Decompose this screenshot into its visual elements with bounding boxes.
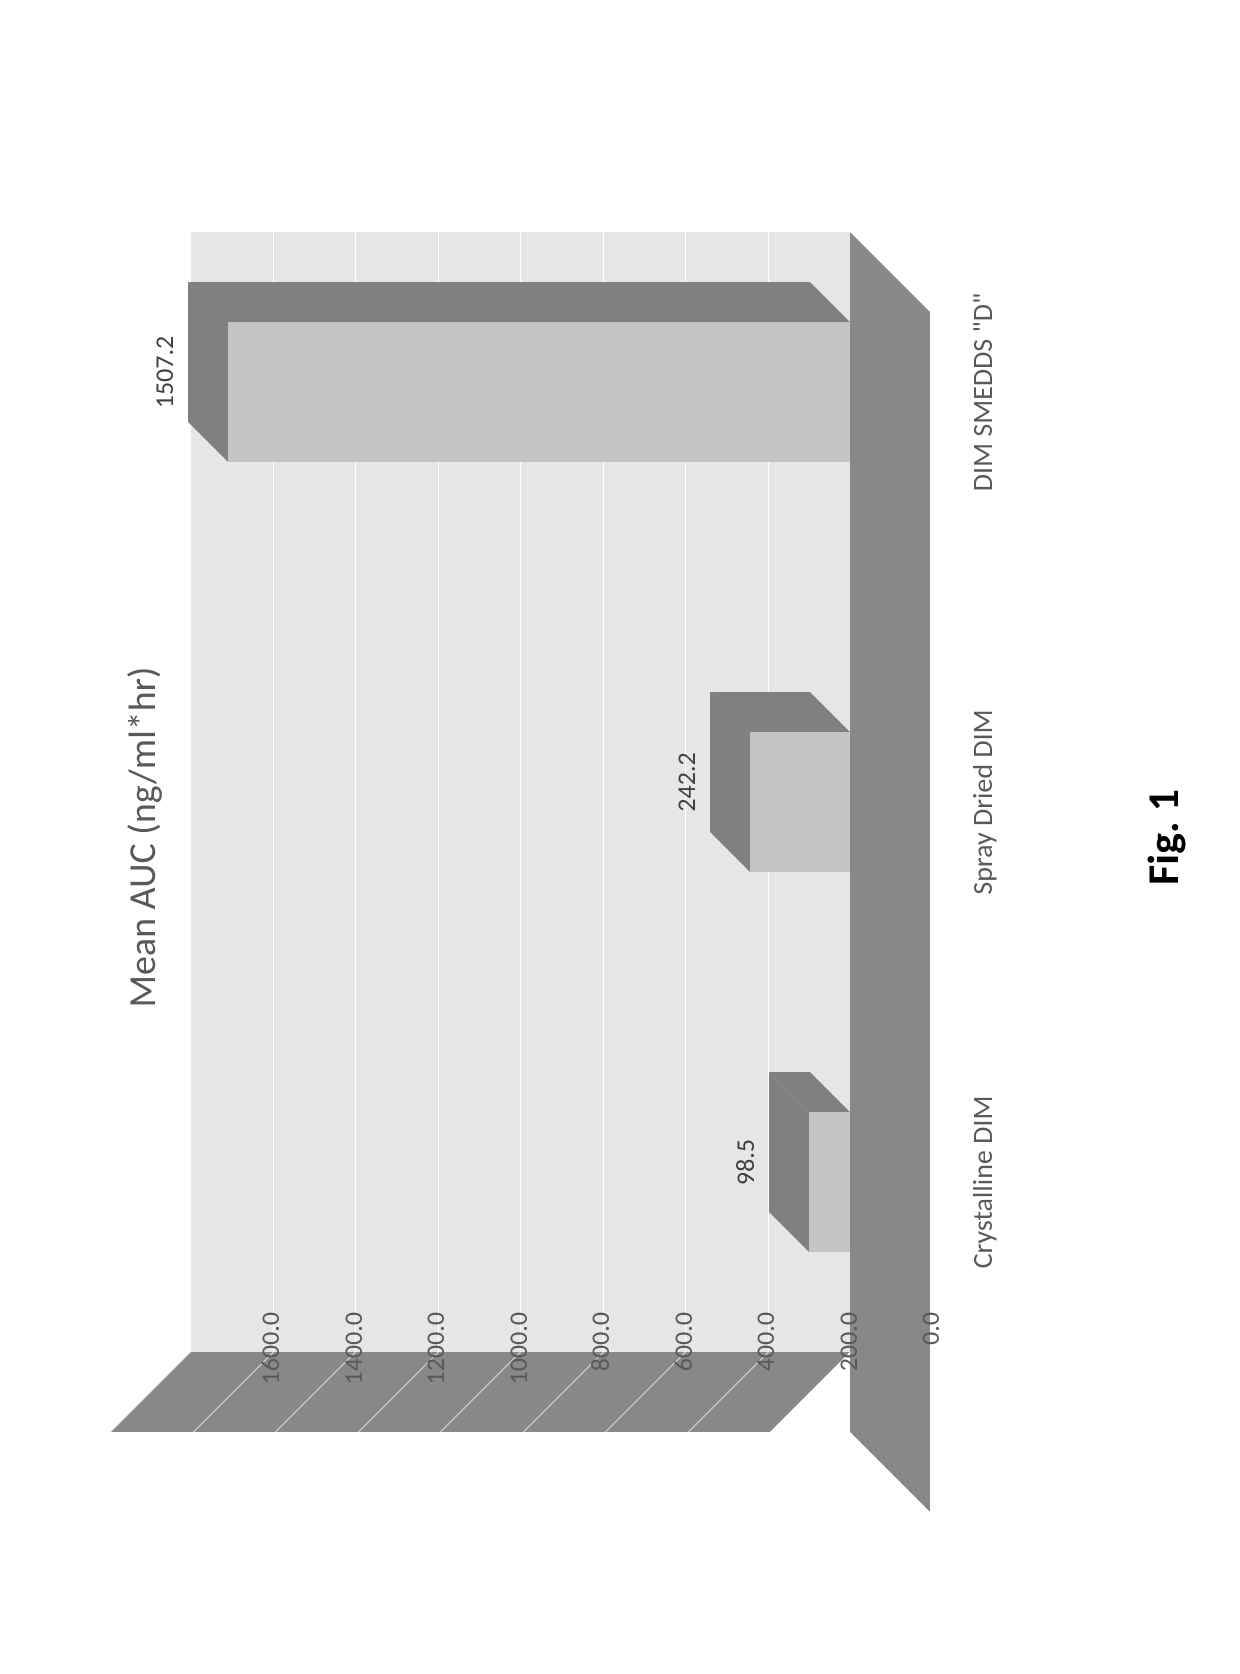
- y-tick-label: 600.0: [667, 1312, 699, 1412]
- y-tick-label: 1200.0: [419, 1312, 451, 1412]
- y-tick-label: 1600.0: [254, 1312, 286, 1412]
- bar-value-label: 1507.2: [148, 282, 180, 462]
- y-tick-label: 1400.0: [337, 1312, 369, 1412]
- y-tick-label: 200.0: [832, 1312, 864, 1412]
- x-tick-label: Spray Dried DIM: [965, 672, 1000, 932]
- bar-chart: Mean AUC (ng/ml*hr) 0.0200.0400.0600.080…: [120, 112, 1120, 1562]
- bar-value-label: 98.5: [729, 1072, 761, 1252]
- bar-front: [228, 322, 850, 462]
- bar-front: [809, 1112, 850, 1252]
- x-tick-label: DIM SMEDDS "D": [965, 262, 1000, 522]
- bar-value-label: 242.2: [670, 692, 702, 872]
- figure-caption: Fig. 1: [1136, 112, 1190, 1562]
- x-tick-label: Crystalline DIM: [965, 1052, 1000, 1312]
- bar-side: [188, 282, 850, 322]
- y-tick-label: 800.0: [584, 1312, 616, 1412]
- y-tick-label: 0.0: [914, 1312, 946, 1412]
- plot-area: 0.0 200.0 400.0 600.0 800.0 1000.0 1200.0 1400.…: [190, 172, 950, 1432]
- y-tick-label: 1000.0: [502, 1312, 534, 1412]
- bar-front: [750, 732, 850, 872]
- y-tick-label: 400.0: [749, 1312, 781, 1412]
